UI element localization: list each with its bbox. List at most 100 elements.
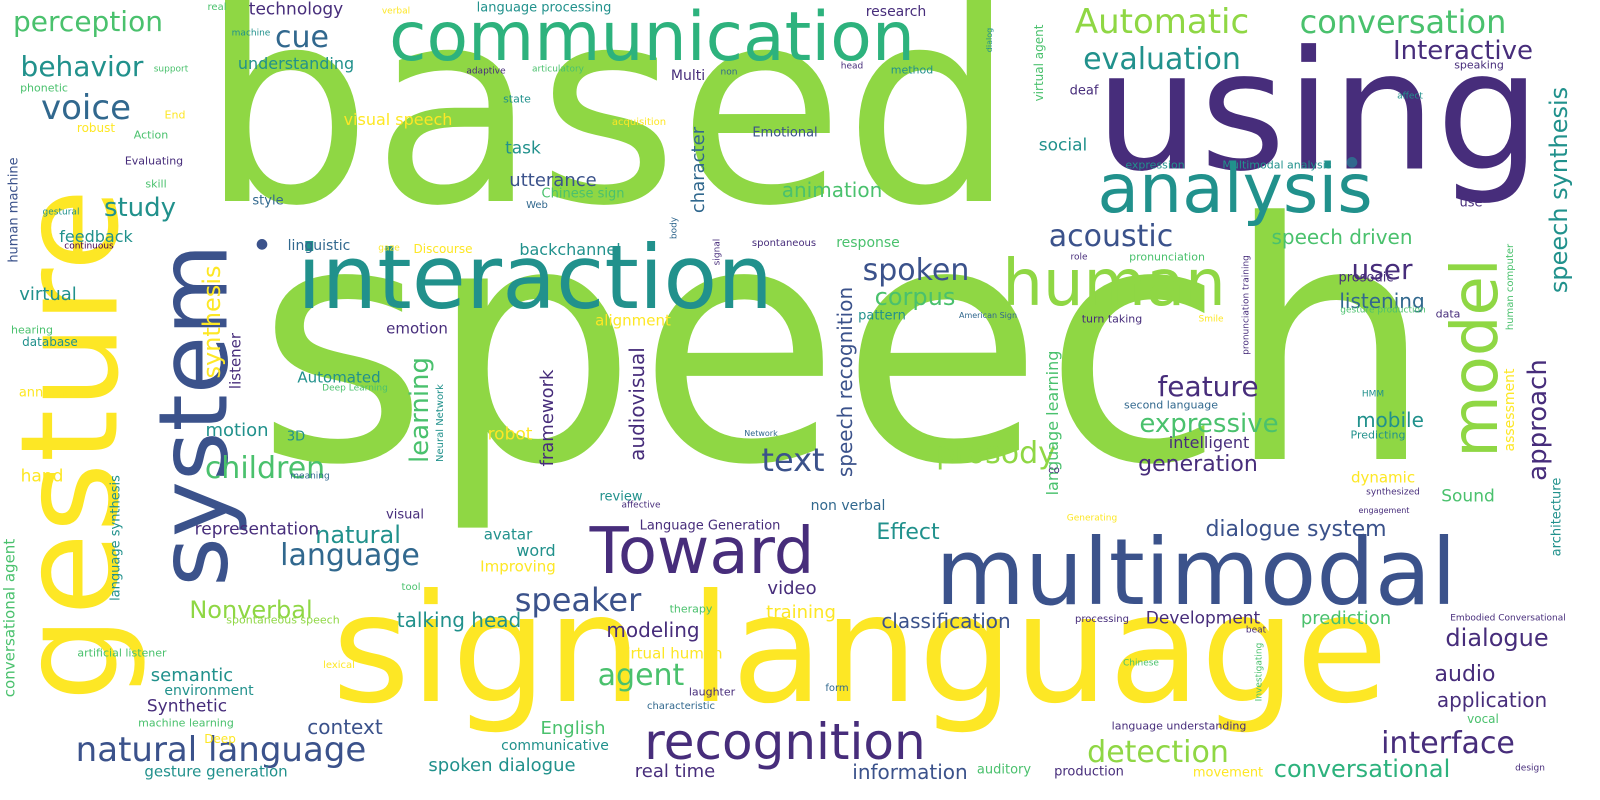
word-emotion: emotion [386,319,448,338]
word-assessment: assessment [1502,368,1518,452]
word-speech-recognition: speech recognition [833,286,857,478]
word-sign-language: sign language [331,563,1389,737]
word-utterance: utterance [509,170,597,191]
word-form: form [825,683,849,694]
word-environment: environment [164,683,254,699]
word-laughter: laughter [688,685,736,699]
word-vocal: vocal [1467,712,1499,726]
word-characteristic: characteristic [646,701,716,712]
word-study: study [103,193,177,223]
word-pronunciation: pronunciation [1129,250,1205,264]
word-response: response [836,235,900,251]
word-linguistic: linguistic [287,238,351,254]
word-motion: motion [205,420,269,441]
word-use: use [1459,195,1483,211]
word-model: model [1439,258,1513,458]
word-Emotional: Emotional [752,125,818,141]
word-turn-taking: turn taking [1081,312,1143,326]
word-prediction: prediction [1300,608,1392,629]
word-generation: generation [1138,452,1258,477]
word-hearing: hearing [10,323,54,337]
word-evaluation: evaluation [1083,42,1241,77]
word-prosodic: prosodic [1338,270,1394,286]
word-conversational-agent: conversational agent [0,538,19,698]
word-pattern: pattern [858,308,906,324]
word-annotation: annotation [18,385,90,401]
dot-mark: ● [255,236,269,252]
word-speaking: speaking [1454,58,1504,72]
word-robot: robot [487,424,533,445]
word-human-computer: human computer [1505,243,1516,331]
word-adaptive: adaptive [466,66,506,77]
word-language-synthesis: language synthesis [108,475,124,601]
word-user: user [1351,253,1413,286]
word-meaning: meaning [290,471,330,482]
word-therapy: therapy [669,602,713,616]
word-Multi: Multi [670,68,706,84]
word-representation: representation [194,519,320,540]
word-character: character [688,126,709,214]
word-audiovisual: audiovisual [625,347,649,461]
word-synthesized: synthesized [1366,487,1420,498]
word-understanding: understanding [237,54,355,73]
word-animation: animation [781,178,883,202]
word-natural: natural [315,521,401,549]
word-state: state [503,92,531,106]
word-context: context [307,715,383,739]
word-expressive: expressive [1139,409,1279,439]
word-listening: listening [1339,289,1425,313]
word-support: support [153,64,189,75]
word-Evaluating: Evaluating [124,154,184,168]
word-skill: skill [145,177,167,191]
word-production: production [1054,764,1124,780]
word-Smile: Smile [1198,314,1224,325]
word-English: English [540,718,606,739]
word-architecture: architecture [1549,477,1565,557]
word-prosody: prosody [936,436,1056,471]
word-text: text [761,441,825,479]
word-design: design [1515,763,1545,774]
word-feedback: feedback [59,227,133,246]
word-Chinese: Chinese [1123,658,1159,669]
word-interaction: interaction [297,226,773,329]
word-co: co [1048,465,1060,476]
word-talking-head: talking head [396,608,522,632]
word-Action: Action [133,128,169,142]
word-dynamic: dynamic [1350,468,1416,487]
word-spontaneous-speech: spontaneous speech [226,613,340,627]
word-mobile: mobile [1356,408,1424,432]
word-voice: voice [41,88,131,128]
word-gestural: gestural [42,207,80,218]
word-artificial-listener: artificial listener [77,646,167,660]
word-Predicting: Predicting [1350,428,1406,442]
word-Development: Development [1145,608,1261,629]
word-communication: communication [389,0,915,77]
word-real-time: real time [634,761,716,782]
word-Toward: Toward [589,515,815,589]
word-head: head [840,61,864,72]
word-Interactive: Interactive [1392,36,1534,66]
word-video: video [767,578,817,599]
word-virtual-human: virtual human [617,644,723,663]
word-articulatory: articulatory [532,64,584,75]
word-Generating: Generating [1066,513,1118,524]
word-Chinese-sign: Chinese sign [541,186,625,202]
word-Deep-Learning: Deep Learning [322,383,388,394]
word-Deep: Deep [204,732,236,746]
word-database: database [22,335,78,349]
word-body: body [669,216,680,240]
word-analysis: analysis [1097,150,1373,229]
word-interface: interface [1381,726,1515,761]
word-gesture: gesture [0,188,149,702]
word-semantic: semantic [150,665,234,686]
word-alignment: alignment [595,311,671,330]
word-auditory: auditory [976,762,1032,778]
word-real: real [207,2,227,13]
word-technology: technology [248,0,344,20]
word-spontaneous: spontaneous [751,238,817,249]
word-audio: audio [1434,662,1496,687]
word-human: human [1002,247,1226,321]
word-approach: approach [1523,359,1553,481]
word-role: role [1070,252,1088,263]
